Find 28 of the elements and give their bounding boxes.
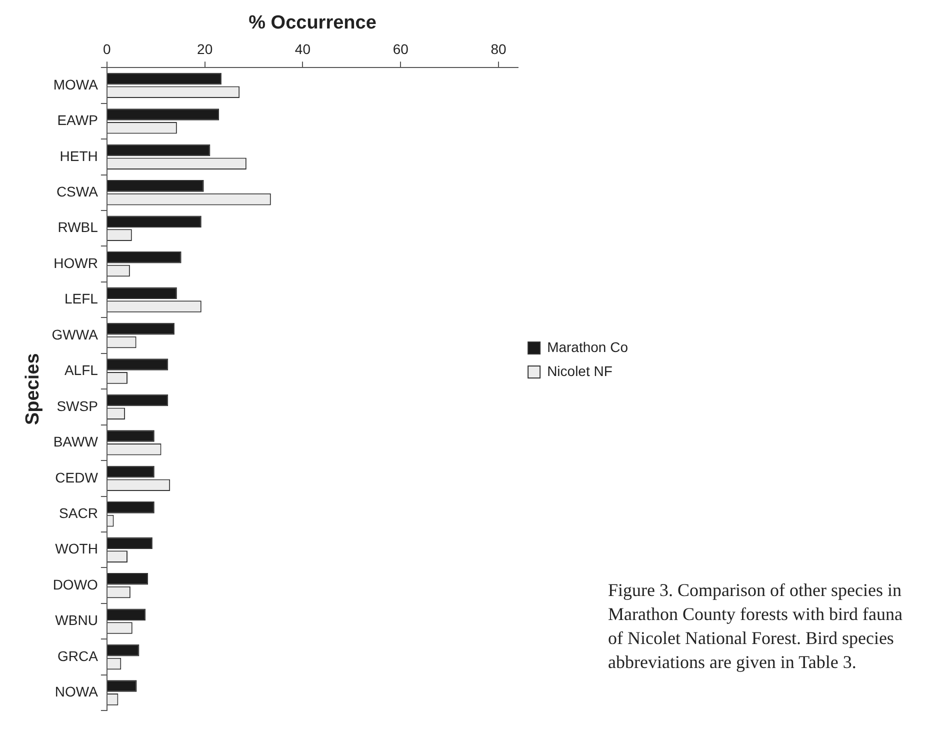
y-tick-label: CSWA — [56, 183, 99, 200]
y-tick-label: DOWO — [52, 576, 98, 592]
x-tick-label: 40 — [294, 41, 311, 58]
x-tick-label: 60 — [392, 41, 409, 58]
x-tick-label: 20 — [197, 41, 213, 58]
y-tick-label: RWBL — [58, 219, 98, 236]
y-tick-label: LEFL — [64, 290, 98, 307]
x-axis-title: % Occurrence — [248, 12, 376, 34]
caption: Figure 3. Comparison of other species in Marathon County forests with bird fauna of Nicolet National Forest. Bird species abbreviations are given in Table 3. — [608, 579, 904, 674]
legend-label: Nicolet NF — [547, 362, 612, 379]
y-tick-label: GWWA — [52, 326, 99, 342]
y-tick-label: MOWA — [53, 76, 99, 92]
y-tick-label: BAWW — [53, 434, 99, 450]
y-tick-label: EAWP — [57, 112, 98, 128]
y-tick-label: WOTH — [55, 540, 98, 557]
y-tick-label: CEDW — [55, 469, 99, 486]
y-axis-title: Species — [22, 353, 44, 426]
y-tick-label: SWSP — [56, 398, 98, 414]
x-tick-label: 80 — [490, 41, 506, 58]
y-tick-label: HETH — [60, 148, 98, 164]
y-tick-label: HOWR — [54, 254, 98, 271]
y-tick-label: NOWA — [54, 684, 99, 700]
y-tick-label: WBNU — [55, 612, 98, 628]
y-tick-label: GRCA — [57, 648, 99, 664]
x-tick-label: 0 — [103, 41, 112, 58]
y-tick-label: ALFL — [64, 362, 98, 378]
legend-label: Marathon Co — [547, 338, 628, 355]
y-tick-label: SACR — [59, 504, 98, 521]
